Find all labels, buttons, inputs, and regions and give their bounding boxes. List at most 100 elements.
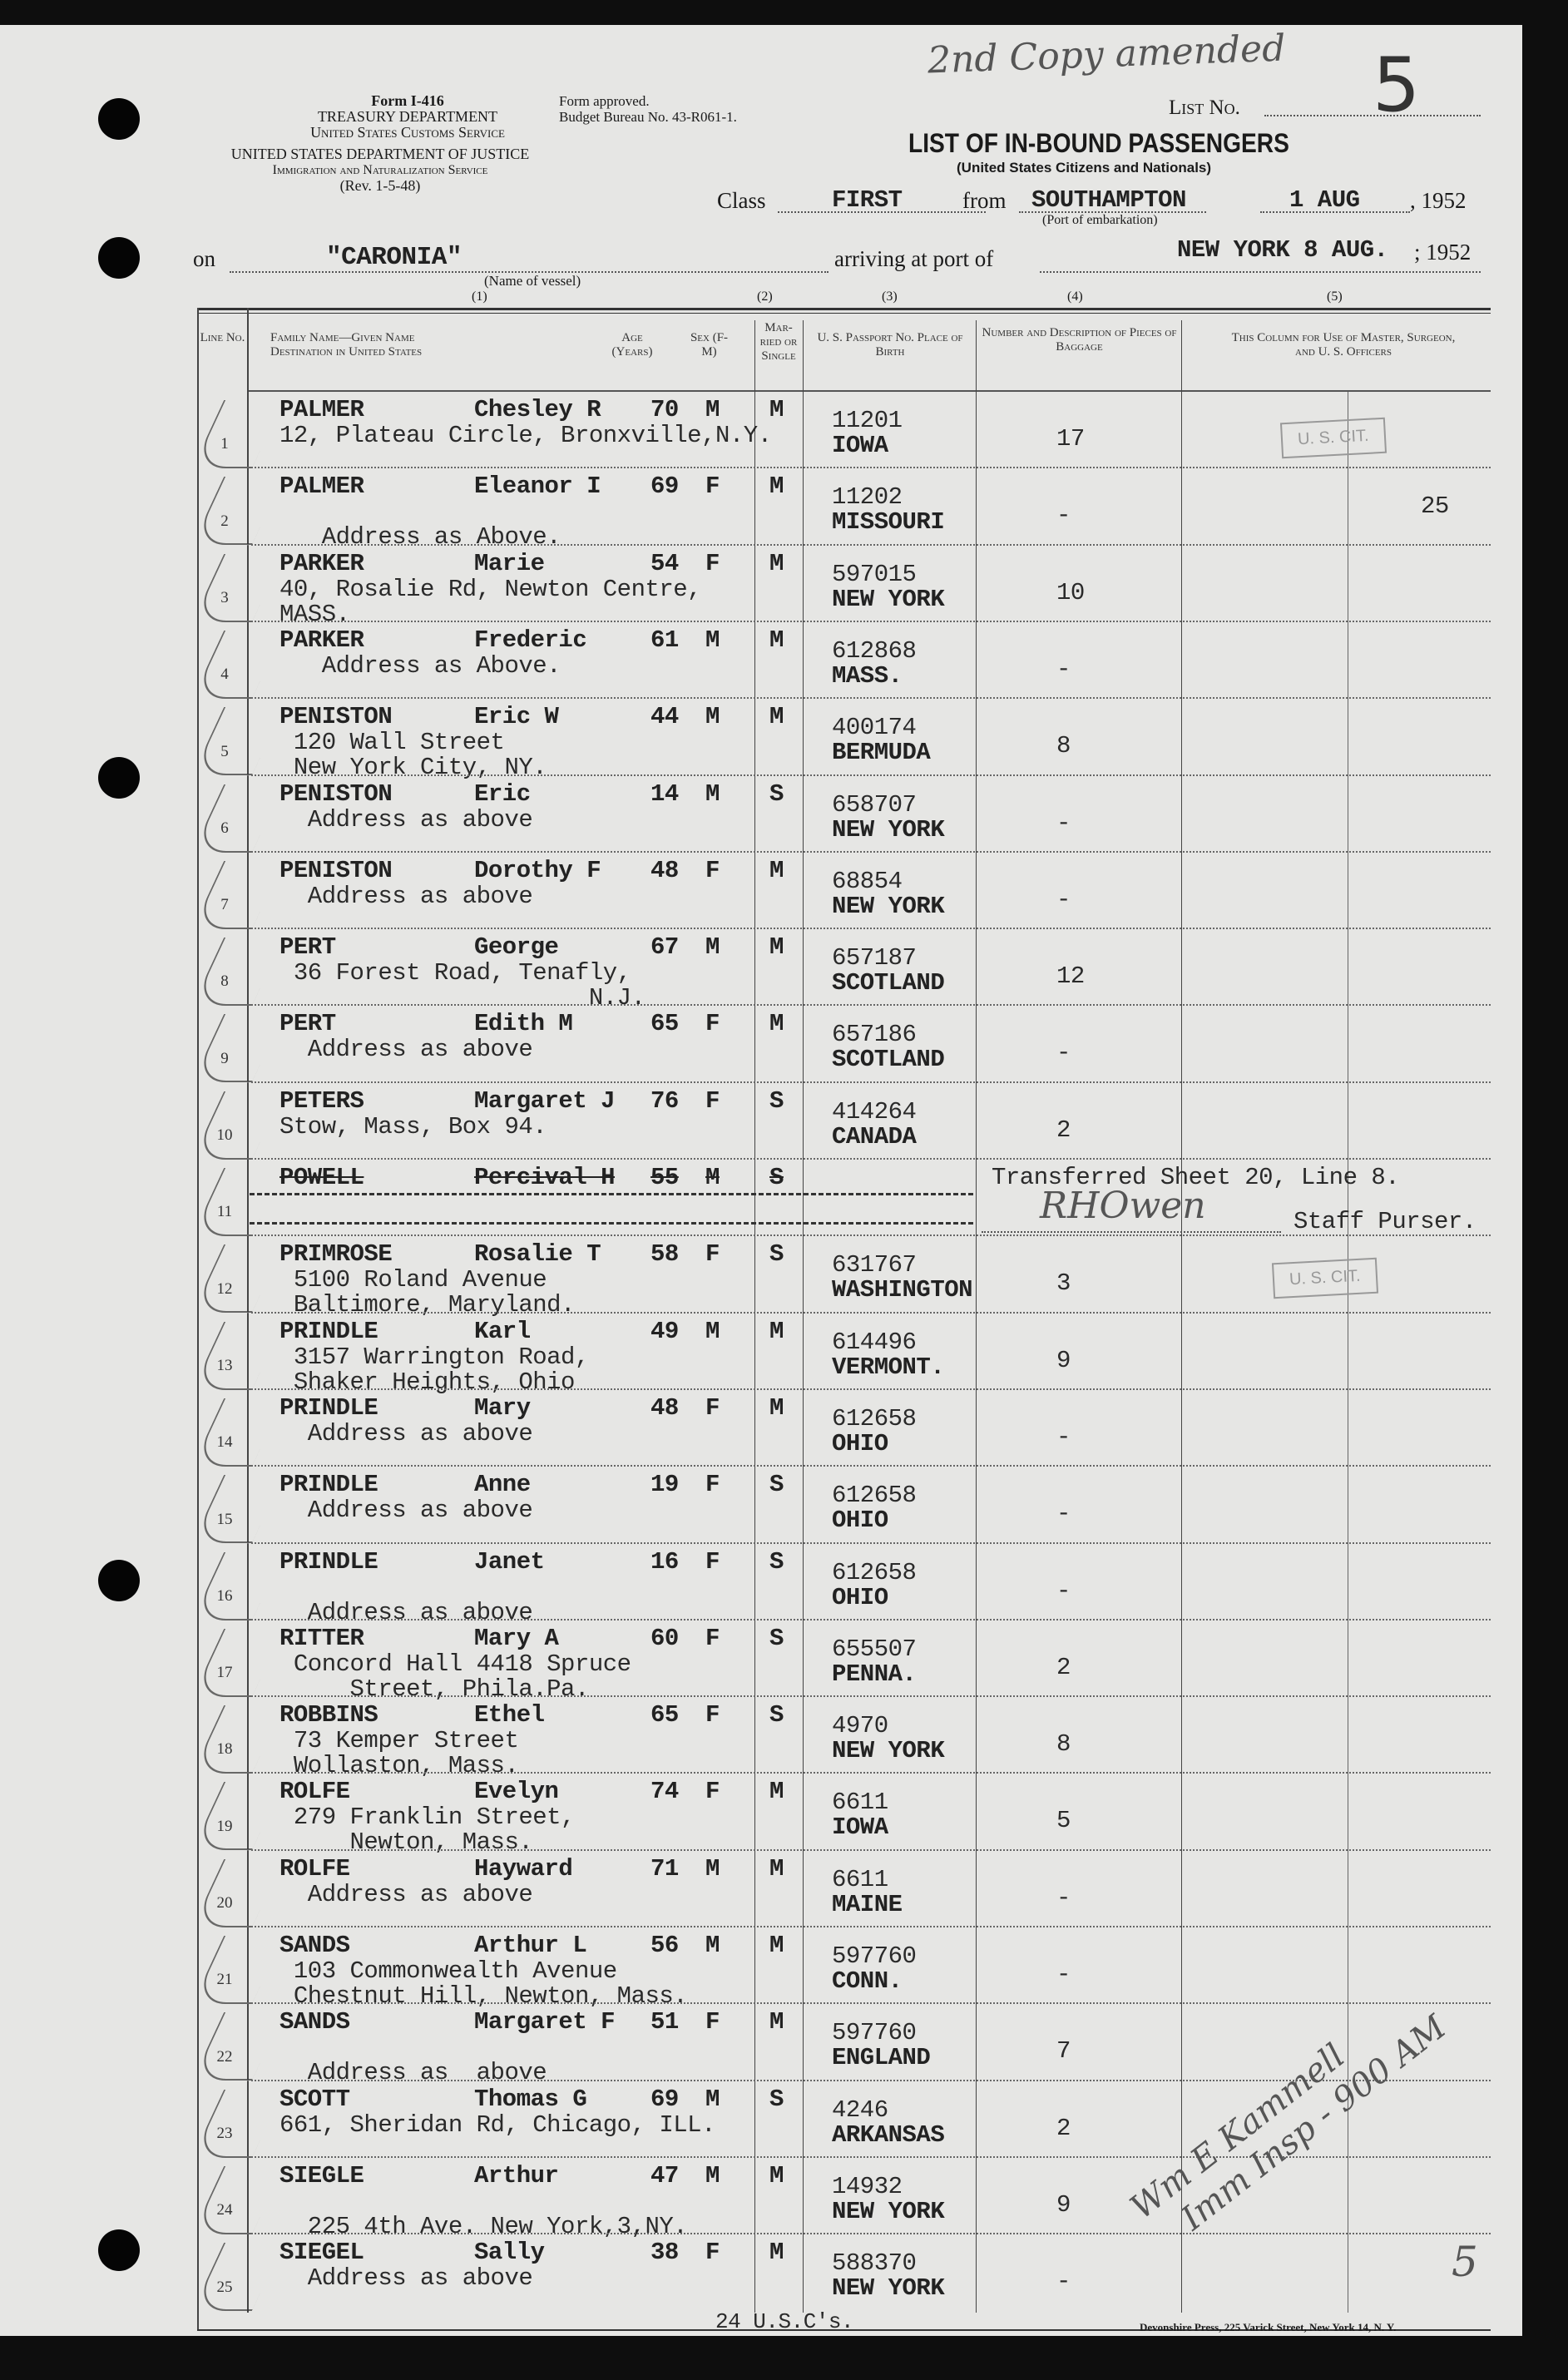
- sex: F: [705, 2008, 720, 2036]
- surname: PRINDLE: [279, 1471, 378, 1499]
- age: 54: [650, 549, 679, 577]
- justice-block: UNITED STATES DEPARTMENT OF JUSTICE Immi…: [193, 146, 567, 194]
- row-separator: [247, 543, 1491, 546]
- baggage-count: -: [1056, 1423, 1071, 1451]
- punch-hole: [98, 237, 140, 279]
- baggage-count: 12: [1056, 962, 1085, 991]
- marital-status: S: [769, 1624, 784, 1652]
- marital-status: S: [769, 1701, 784, 1729]
- passport-number: 631767: [832, 1251, 917, 1279]
- manifest-page: [0, 25, 1522, 2336]
- marital-status: M: [769, 1854, 784, 1883]
- marital-status: M: [769, 856, 784, 884]
- purser-signature: RHOwen: [1040, 1185, 1206, 1227]
- baggage-count: -: [1056, 1500, 1071, 1528]
- transfer-note: Transferred Sheet 20, Line 8.: [992, 1164, 1400, 1191]
- surname: PRINDLE: [279, 1317, 378, 1345]
- marital-status: M: [769, 1393, 784, 1422]
- surname: PARKER: [279, 549, 364, 577]
- place-of-birth: NEW YORK: [832, 2274, 945, 2303]
- marital-status: M: [769, 626, 784, 654]
- age: 58: [650, 1240, 679, 1269]
- line-number: 19: [216, 1817, 233, 1835]
- header-officers: This Column for Use of Master, Surgeon, …: [1231, 331, 1456, 359]
- col-divider: [247, 308, 249, 2313]
- baggage-count: -: [1056, 1039, 1071, 1067]
- row-separator: [247, 1158, 1491, 1160]
- form-approval: Form approved. Budget Bureau No. 43-R061…: [559, 93, 737, 125]
- col-divider: [976, 320, 977, 2313]
- age: 47: [650, 2161, 679, 2190]
- age: 44: [650, 703, 679, 731]
- given-name: Evelyn: [474, 1778, 559, 1806]
- ins-service: Immigration and Naturalization Service: [272, 163, 488, 177]
- treasury-dept: TREASURY DEPARTMENT: [317, 108, 498, 125]
- place-of-birth: IOWA: [832, 432, 888, 459]
- surname: ROBBINS: [279, 1701, 378, 1729]
- given-name: Percival H: [474, 1164, 616, 1191]
- sex: M: [705, 779, 720, 808]
- destination-address: Address as above: [279, 2264, 533, 2293]
- passport-number: 597760: [832, 1942, 917, 1970]
- punch-hole: [98, 757, 140, 799]
- header-age: Age (Years): [611, 331, 653, 359]
- destination-address: 661, Sheridan Rd, Chicago, ILL.: [279, 2110, 716, 2139]
- surname: PETERS: [279, 1086, 364, 1115]
- line-number: 11: [216, 1203, 233, 1221]
- us-citizen-stamp: U. S. CIT.: [1271, 1257, 1378, 1299]
- surname: SANDS: [279, 1932, 350, 1959]
- punch-hole: [98, 2229, 140, 2271]
- us-citizen-stamp: U. S. CIT.: [1279, 417, 1387, 459]
- header-married: Mar-ried or Single: [759, 321, 798, 363]
- passport-number: 612658: [832, 1404, 917, 1432]
- destination-address: Stow, Mass, Box 94.: [279, 1112, 547, 1141]
- signature-line: [982, 1231, 1281, 1233]
- approval-line: Form approved.: [559, 93, 650, 109]
- given-name: Karl: [474, 1317, 531, 1345]
- class-field-line: [778, 211, 986, 213]
- arriving-label: arriving at port of: [834, 246, 994, 271]
- baggage-count: -: [1056, 2268, 1071, 2296]
- age: 49: [650, 1317, 679, 1345]
- place-of-birth: NEW YORK: [832, 892, 945, 920]
- surname: ROLFE: [279, 1854, 350, 1883]
- marital-status: M: [769, 933, 784, 962]
- age: 61: [650, 626, 679, 654]
- baggage-count: -: [1056, 502, 1071, 530]
- place-of-birth: NEW YORK: [832, 2197, 945, 2225]
- marital-status: M: [769, 549, 784, 577]
- line-number: 14: [216, 1433, 233, 1452]
- baggage-count: 8: [1056, 732, 1071, 760]
- page-mark: 5: [1452, 2238, 1478, 2286]
- baggage-count: -: [1056, 809, 1071, 837]
- row-separator: [247, 774, 1491, 776]
- marital-status: S: [769, 1240, 784, 1269]
- customs-service: United States Customs Service: [310, 124, 505, 141]
- place-of-birth: PENNA.: [832, 1660, 917, 1688]
- agency-block: Form I-416 TREASURY DEPARTMENT United St…: [266, 93, 549, 141]
- sex: F: [705, 1547, 720, 1576]
- strike-line: [250, 1222, 973, 1225]
- destination-address: Address as above: [279, 2059, 547, 2087]
- row-separator: [247, 1311, 1491, 1314]
- age: 71: [650, 1854, 679, 1883]
- given-name: Frederic: [474, 626, 587, 654]
- sex: M: [705, 2085, 720, 2113]
- destination-address: 279 Franklin Street,: [279, 1804, 576, 1832]
- age: 56: [650, 1932, 679, 1959]
- port-of-embarkation: SOUTHAMPTON: [1031, 186, 1186, 214]
- marital-status: M: [769, 2239, 784, 2267]
- marital-status: M: [769, 1010, 784, 1038]
- departure-date: 1 AUG: [1289, 186, 1360, 214]
- given-name: Dorothy F: [474, 856, 601, 884]
- justice-dept: UNITED STATES DEPARTMENT OF JUSTICE: [230, 146, 530, 162]
- surname: SANDS: [279, 2008, 350, 2036]
- place-of-birth: NEW YORK: [832, 815, 945, 844]
- baggage-count: -: [1056, 885, 1071, 913]
- line-number: 2: [220, 512, 229, 530]
- surname: PALMER: [279, 473, 364, 501]
- place-of-birth: IOWA: [832, 1813, 888, 1842]
- place-of-birth: NEW YORK: [832, 585, 945, 613]
- given-name: Anne: [474, 1471, 531, 1499]
- surname: PALMER: [279, 396, 364, 423]
